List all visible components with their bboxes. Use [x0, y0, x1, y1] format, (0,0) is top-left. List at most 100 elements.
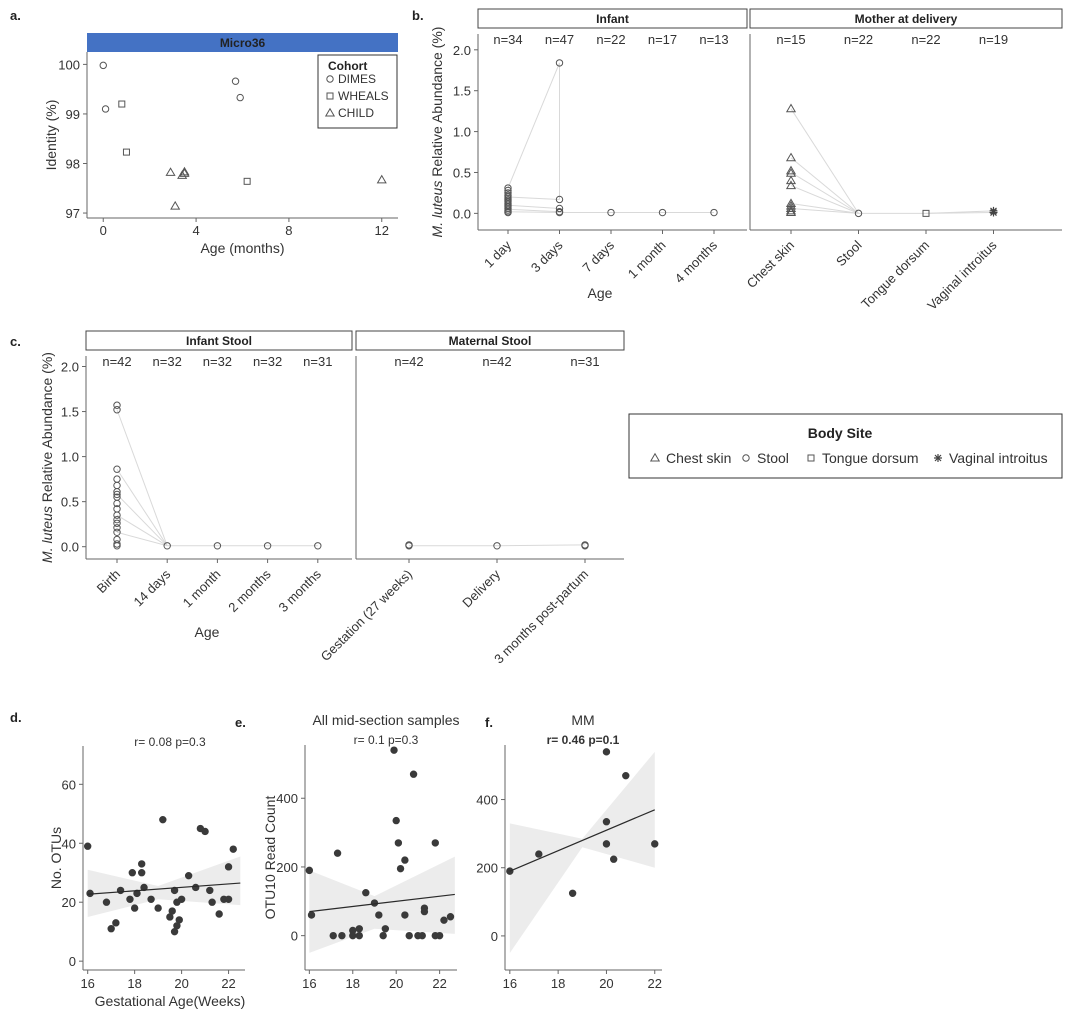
n-label: n=32 [253, 354, 282, 369]
data-point [394, 839, 403, 847]
data-point [504, 184, 512, 192]
data-point [163, 542, 171, 550]
data-point [581, 541, 589, 549]
n-label: n=42 [482, 354, 511, 369]
legend-label: CHILD [338, 106, 374, 120]
data-point [83, 842, 92, 850]
y-tick-label: 0.5 [453, 165, 471, 180]
y-tick-label: 0.0 [453, 206, 471, 221]
data-point [236, 93, 244, 102]
regression-line [309, 893, 455, 913]
data-point [263, 542, 272, 550]
n-label: n=32 [203, 354, 232, 369]
y-tick-label: 98 [66, 156, 80, 171]
panel-c: Infant Stool n=42 n=32 n=32 n=32 n=31 Birth 14 … [39, 330, 625, 667]
x-tick-label: 1 month [625, 238, 669, 282]
data-point [381, 925, 390, 933]
n-label: n=22 [911, 32, 940, 47]
x-tick-label: Delivery [459, 566, 503, 610]
link-line [116, 531, 168, 547]
data-point [224, 895, 233, 903]
data-point [231, 77, 240, 85]
x-tick-label: Stool [833, 237, 865, 269]
x-tick-label: 3 days [528, 237, 566, 275]
x-tick-label: 3 months post-partum [491, 567, 591, 667]
link-line [790, 108, 859, 214]
confidence-band [87, 856, 241, 917]
x-tick-label: 1 day [481, 237, 514, 270]
data-point [208, 898, 216, 906]
legend-label: Tongue dorsum [822, 450, 919, 466]
x-tick-label: Vaginal introitus [924, 237, 1000, 313]
y-tick-label: 2.0 [453, 43, 471, 58]
data-point [113, 488, 121, 496]
data-point [137, 869, 146, 877]
panel-e: 0 200 400 16 18 20 22 All mid-section samples r=… [262, 712, 460, 991]
x-tick-label: 8 [285, 223, 292, 238]
y-tick-label: 0.0 [61, 540, 79, 555]
x-tick-label: 20 [389, 976, 403, 991]
data-point [137, 860, 146, 868]
data-point [99, 61, 107, 70]
legend-marker [742, 454, 750, 462]
facet-title: Infant [596, 12, 629, 26]
y-axis-title-rest: Relative Abundance (%) [39, 352, 55, 506]
x-tick-label: Birth [94, 567, 124, 597]
data-point [392, 816, 400, 825]
data-point [314, 542, 322, 550]
facet-title: Mother at delivery [855, 12, 958, 26]
x-tick-label: 18 [551, 976, 565, 991]
x-tick-label: Tongue dorsum [858, 238, 932, 312]
link-line [790, 203, 859, 214]
data-point [113, 519, 121, 527]
legend-marker [934, 454, 942, 462]
confidence-band [509, 751, 655, 953]
strip-header [87, 33, 398, 52]
data-point [418, 931, 426, 940]
data-point [376, 174, 387, 184]
y-tick-label: 200 [276, 860, 298, 875]
data-point [390, 746, 398, 754]
link-line [925, 212, 994, 214]
data-point [168, 907, 176, 915]
legend-label: Chest skin [666, 450, 731, 466]
data-point [113, 465, 121, 473]
x-tick-label: 14 days [131, 566, 174, 609]
data-point [113, 511, 121, 519]
x-tick-label: 18 [346, 976, 360, 991]
y-axis-title-italic: M. luteus [39, 506, 55, 563]
data-point [622, 771, 630, 780]
data-point [113, 515, 121, 524]
data-point [854, 209, 863, 218]
data-point [785, 103, 797, 113]
y-tick-label: 100 [58, 57, 80, 72]
data-point [785, 203, 797, 212]
data-point [409, 770, 418, 778]
panel-letter-a: a. [10, 8, 21, 23]
data-point [785, 207, 797, 217]
x-tick-label: 1 month [180, 567, 224, 611]
link-line [790, 172, 859, 214]
n-label: n=22 [596, 32, 625, 47]
data-point [215, 910, 223, 918]
data-point [213, 542, 222, 550]
data-point [229, 845, 237, 853]
panel-a: Micro36 97 98 99 100 0 4 8 12 Age (months) Identit… [43, 33, 398, 256]
data-point [307, 911, 316, 919]
data-point [568, 889, 577, 897]
facet-title: Infant Stool [186, 334, 252, 348]
n-label: n=22 [844, 32, 873, 47]
x-tick-label: 0 [100, 223, 107, 238]
data-point [785, 205, 797, 215]
data-point [128, 869, 137, 877]
panel-d: 0 20 40 60 16 18 20 22 r= 0.08 p=0.3 Gestational … [48, 735, 245, 1009]
y-tick-label: 1.5 [453, 84, 471, 99]
legend-marker [326, 75, 334, 83]
panel-letter-c: c. [10, 334, 21, 349]
data-point [379, 931, 387, 940]
panel-letter-f: f. [485, 715, 493, 730]
link-line [790, 185, 859, 214]
y-tick-label: 400 [476, 793, 498, 808]
data-point [396, 864, 405, 873]
data-point [122, 148, 130, 156]
